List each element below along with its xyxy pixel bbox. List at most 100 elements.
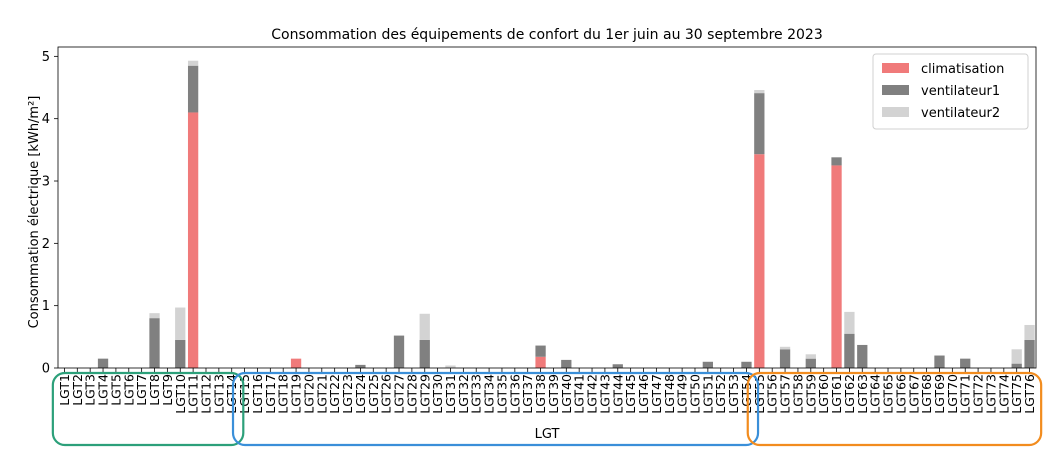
x-tick-label-lgt5: LGT5 xyxy=(108,374,123,406)
x-tick-label-lgt1: LGT1 xyxy=(57,374,72,406)
x-tick-label-lgt13: LGT13 xyxy=(211,374,226,414)
x-tick-label-lgt49: LGT49 xyxy=(675,374,690,414)
x-tick-label-lgt20: LGT20 xyxy=(301,374,316,414)
x-tick-label-lgt61: LGT61 xyxy=(829,374,844,414)
chart-title: Consommation des équipements de confort … xyxy=(271,27,822,43)
x-tick-label-lgt71: LGT71 xyxy=(958,374,973,414)
group-3-outline xyxy=(746,371,1043,447)
bar-ventilateur1-lgt38 xyxy=(535,345,546,357)
x-tick-label-lgt74: LGT74 xyxy=(996,374,1011,414)
x-tick-label-lgt28: LGT28 xyxy=(404,374,419,414)
legend: climatisation ventilateur1 ventilateur2 xyxy=(872,53,1029,130)
bar-ventilateur1-lgt10 xyxy=(175,339,186,368)
group-1-outline xyxy=(51,371,245,447)
bar-climatisation-lgt19 xyxy=(290,358,302,368)
plot-frame xyxy=(57,46,1037,369)
x-tick-label-lgt50: LGT50 xyxy=(687,374,702,414)
bar-ventilateur1-lgt40 xyxy=(561,359,572,368)
x-tick-label-lgt36: LGT36 xyxy=(507,374,522,414)
x-tick-label-lgt21: LGT21 xyxy=(314,374,329,414)
bar-ventilateur2-lgt10 xyxy=(175,307,186,340)
x-tick-label-lgt10: LGT10 xyxy=(173,374,188,414)
x-tick-label-lgt12: LGT12 xyxy=(198,374,213,414)
x-tick-label-lgt44: LGT44 xyxy=(610,374,625,414)
legend-swatch-climatisation xyxy=(882,63,909,73)
bar-ventilateur1-lgt62 xyxy=(844,333,855,368)
bar-ventilateur1-lgt27 xyxy=(393,335,405,368)
x-tick-label-lgt29: LGT29 xyxy=(417,374,432,414)
bar-ventilateur2-lgt29 xyxy=(419,313,430,340)
x-tick-label-lgt31: LGT31 xyxy=(443,374,458,414)
y-tick-label-5: 5 xyxy=(42,50,50,65)
bar-ventilateur1-lgt76 xyxy=(1024,339,1035,368)
group-2-outline xyxy=(231,371,760,447)
legend-label-ventilateur2: ventilateur2 xyxy=(921,106,1000,121)
x-tick-label-lgt27: LGT27 xyxy=(392,374,407,414)
x-tick-label-lgt76: LGT76 xyxy=(1022,374,1037,414)
bar-ventilateur1-lgt75 xyxy=(1011,363,1022,368)
plot-area: 012345LGT1LGT2LGT3LGT4LGT5LGT6LGT7LGT8LG… xyxy=(42,46,1043,447)
bar-ventilateur1-lgt57 xyxy=(779,349,791,368)
bar-climatisation-lgt11 xyxy=(187,112,199,368)
x-tick-label-lgt18: LGT18 xyxy=(276,374,291,414)
bar-climatisation-lgt38 xyxy=(535,356,546,368)
bar-ventilateur1-lgt51 xyxy=(702,361,713,368)
x-tick-label-lgt30: LGT30 xyxy=(430,374,445,414)
x-tick-label-lgt45: LGT45 xyxy=(623,374,638,414)
x-tick-label-lgt66: LGT66 xyxy=(893,374,908,414)
bar-ventilateur1-lgt69 xyxy=(934,355,945,368)
x-tick-label-lgt24: LGT24 xyxy=(353,374,368,414)
x-tick-label-lgt2: LGT2 xyxy=(70,374,85,406)
y-tick-label-1: 1 xyxy=(42,299,50,314)
x-tick-label-lgt16: LGT16 xyxy=(250,374,265,414)
x-tick-label-lgt23: LGT23 xyxy=(340,374,355,414)
y-tick-label-3: 3 xyxy=(42,175,50,190)
bar-ventilateur2-lgt31 xyxy=(445,365,456,368)
x-tick-label-lgt33: LGT33 xyxy=(469,374,484,414)
x-tick-label-lgt39: LGT39 xyxy=(546,374,561,414)
bar-ventilateur1-lgt63 xyxy=(857,344,868,368)
x-tick-label-lgt35: LGT35 xyxy=(494,374,509,414)
x-tick-label-lgt64: LGT64 xyxy=(868,374,883,414)
x-axis-label: LGT xyxy=(535,427,560,442)
legend-box xyxy=(872,53,1029,130)
x-tick-label-lgt11: LGT11 xyxy=(186,374,201,414)
legend-swatch-ventilateur1 xyxy=(882,85,909,95)
bar-ventilateur2-lgt11 xyxy=(187,60,199,66)
bar-ventilateur2-lgt76 xyxy=(1024,324,1035,340)
x-tick-label-lgt4: LGT4 xyxy=(96,374,111,406)
bar-ventilateur2-lgt62 xyxy=(844,311,855,334)
x-tick-label-lgt73: LGT73 xyxy=(983,374,998,414)
x-tick-label-lgt69: LGT69 xyxy=(932,374,947,414)
y-tick-label-4: 4 xyxy=(42,112,50,127)
bar-ventilateur1-lgt55 xyxy=(754,93,765,155)
x-tick-label-lgt37: LGT37 xyxy=(520,374,535,414)
x-tick-label-lgt40: LGT40 xyxy=(559,374,574,414)
bar-ventilateur1-lgt59 xyxy=(805,358,816,368)
bar-ventilateur2-lgt75 xyxy=(1011,349,1022,364)
x-tick-label-lgt32: LGT32 xyxy=(456,374,471,414)
x-tick-label-lgt42: LGT42 xyxy=(585,374,600,414)
x-tick-label-lgt56: LGT56 xyxy=(765,374,780,414)
bar-ventilateur2-lgt59 xyxy=(805,354,816,359)
x-tick-label-lgt58: LGT58 xyxy=(790,374,805,414)
bar-ventilateur2-lgt57 xyxy=(779,346,791,350)
bar-climatisation-lgt61 xyxy=(831,165,842,368)
x-tick-label-lgt63: LGT63 xyxy=(855,374,870,414)
x-tick-label-lgt41: LGT41 xyxy=(572,374,587,414)
x-tick-label-lgt26: LGT26 xyxy=(379,374,394,414)
x-tick-label-lgt54: LGT54 xyxy=(739,374,754,414)
x-tick-label-lgt75: LGT75 xyxy=(1009,374,1024,414)
x-tick-label-lgt34: LGT34 xyxy=(482,374,497,414)
x-tick-label-lgt7: LGT7 xyxy=(134,374,149,406)
x-tick-label-lgt9: LGT9 xyxy=(160,374,175,406)
x-tick-label-lgt17: LGT17 xyxy=(263,374,278,414)
x-tick-label-lgt57: LGT57 xyxy=(778,374,793,414)
bar-ventilateur1-lgt54 xyxy=(741,361,752,368)
legend-label-ventilateur1: ventilateur1 xyxy=(921,84,1000,99)
bar-ventilateur2-lgt8 xyxy=(149,313,160,319)
bar-ventilateur1-lgt24 xyxy=(355,364,366,368)
x-tick-label-lgt72: LGT72 xyxy=(971,374,986,414)
bar-ventilateur1-lgt29 xyxy=(419,339,430,368)
x-tick-label-lgt62: LGT62 xyxy=(842,374,857,414)
